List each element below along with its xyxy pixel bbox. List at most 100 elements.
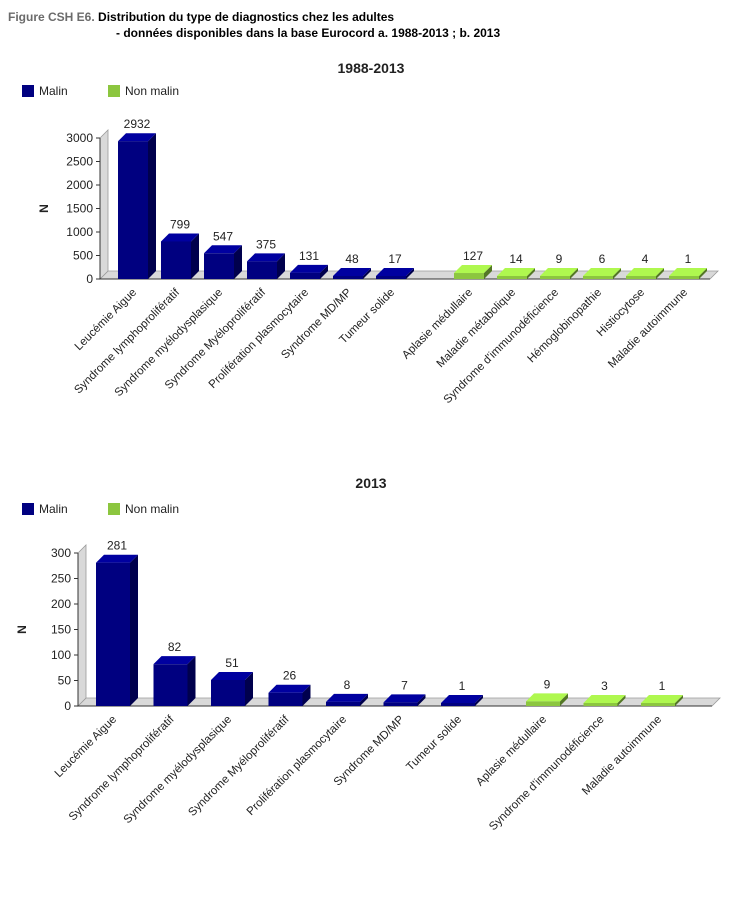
x-tick-label-tumeur-solide: Tumeur solide <box>404 714 464 774</box>
legend-label-non-malin: Non malin <box>125 502 179 516</box>
bar-syndrome-myeloproliferatif <box>247 253 285 279</box>
bar-front <box>626 276 656 279</box>
bar-front <box>497 276 527 279</box>
data-label-histiocytose: 4 <box>642 252 649 266</box>
bar-syndrome-lymphoproliferatif <box>161 233 199 279</box>
bar-side <box>320 264 328 279</box>
bar-side <box>191 233 199 279</box>
y-tick-label: 200 <box>51 597 71 611</box>
y-tick-label: 500 <box>73 249 93 263</box>
bar-top <box>268 684 311 693</box>
bar-front <box>669 276 699 279</box>
data-label-syndrome-md-mp: 48 <box>345 252 359 266</box>
bar-top <box>441 695 483 703</box>
bar-side <box>417 694 426 706</box>
bar-side <box>360 693 368 706</box>
bar-side <box>302 684 311 706</box>
bar-front <box>326 701 360 706</box>
x-tick-label-leucemie-aigue: Leucémie Aigue <box>53 714 119 780</box>
data-label-syndrome-md-mp: 7 <box>401 678 408 692</box>
bar-front <box>641 703 675 706</box>
bar-syndrome-lymphoproliferatif <box>153 656 196 706</box>
bar-top <box>290 264 328 273</box>
x-tick-label-hemoglobinopathie: Hémoglobinopathie <box>526 287 605 366</box>
bar-top <box>540 268 578 276</box>
y-tick-label: 1000 <box>66 225 93 239</box>
data-label-syndrome-myelodysplasique: 51 <box>225 656 239 670</box>
chart-1988-2013: 1988-2013 Malin Non malin 0 500 1000 1500 2000 2… <box>22 60 719 406</box>
data-label-proliferation-plasmocytaire: 131 <box>299 249 319 263</box>
x-tick-label-maladie-metabolique: Maladie métabolique <box>435 287 519 371</box>
data-label-tumeur-solide: 17 <box>388 252 402 266</box>
bar-front <box>268 692 303 706</box>
bar-side <box>560 693 568 706</box>
bar-top <box>161 233 199 242</box>
x-tick-label-aplasie-medullaire: Aplasie médullaire <box>400 287 475 362</box>
bar-side <box>406 268 414 279</box>
data-label-syndrome-myeloproliferatif: 375 <box>256 237 276 251</box>
y-tick-label: 2000 <box>66 178 93 192</box>
bar-top <box>383 694 426 703</box>
y-tick-label: 3000 <box>66 131 93 145</box>
bar-top <box>669 268 707 276</box>
plot-side-wall <box>77 544 87 707</box>
bar-top <box>153 656 196 665</box>
bar-histiocytose <box>626 268 664 279</box>
bar-side <box>484 265 492 279</box>
data-label-syndrome-lymphoproliferatif: 82 <box>168 640 182 654</box>
legend-label-malin: Malin <box>39 502 68 516</box>
bar-tumeur-solide <box>376 268 414 279</box>
chart-2013: 2013 Malin Non malin 0 50 100 150 200 250 300 N 281… <box>15 475 721 833</box>
bar-front <box>383 702 418 706</box>
bar-front <box>96 562 130 706</box>
bar-side <box>277 253 285 279</box>
bar-top <box>583 268 621 276</box>
bar-side <box>613 268 621 279</box>
bar-proliferation-plasmocytaire <box>290 264 328 279</box>
bar-side <box>148 133 156 279</box>
bar-front <box>526 701 560 706</box>
y-tick-label: 2500 <box>66 155 93 169</box>
bar-front <box>247 261 277 279</box>
plot-side-wall <box>99 129 109 280</box>
legend: Malin Non malin <box>22 502 179 516</box>
x-tick-label-syndrome-lymphoproliferatif: Syndrome lymphoprolifératif <box>67 713 177 823</box>
legend-label-malin: Malin <box>39 84 68 98</box>
bar-side <box>363 268 371 279</box>
bar-side <box>617 695 626 706</box>
bar-side <box>245 671 253 706</box>
bar-syndrome-md-mp <box>333 268 371 279</box>
y-axis-label: N <box>37 204 51 213</box>
data-label-syndrome-d-immunodeficience: 9 <box>556 252 563 266</box>
bar-aplasie-medullaire <box>526 693 568 706</box>
bar-syndrome-myeloproliferatif <box>268 684 311 706</box>
data-label-aplasie-medullaire: 127 <box>463 249 483 263</box>
bar-side <box>234 245 242 279</box>
data-label-tumeur-solide: 1 <box>459 679 466 693</box>
x-tick-label-proliferation-plasmocytaire: Prolifération plasmocytaire <box>245 714 349 818</box>
data-label-syndrome-myelodysplasique: 547 <box>213 229 233 243</box>
legend-swatch-non-malin <box>108 85 120 97</box>
legend-swatch-non-malin <box>108 503 120 515</box>
data-label-syndrome-d-immunodeficience: 3 <box>601 679 608 693</box>
bar-hemoglobinopathie <box>583 268 621 279</box>
y-tick-label: 250 <box>51 572 71 586</box>
y-tick-label: 300 <box>51 546 71 560</box>
bar-front <box>153 664 188 706</box>
figure-title-line1: Distribution du type de diagnostics chez… <box>98 10 395 24</box>
bar-top <box>326 693 368 702</box>
y-tick-label: 100 <box>51 648 71 662</box>
bar-top <box>497 268 535 276</box>
data-label-syndrome-myeloproliferatif: 26 <box>283 669 297 683</box>
bar-top <box>454 265 492 274</box>
bar-maladie-autoimmune <box>669 268 707 279</box>
bar-front <box>211 679 245 706</box>
figure-label: Figure CSH E6. <box>8 10 95 24</box>
bar-top <box>641 695 683 703</box>
bar-top <box>211 671 253 680</box>
data-label-hemoglobinopathie: 6 <box>599 252 606 266</box>
chart-title: 2013 <box>355 475 386 491</box>
y-tick-label: 150 <box>51 623 71 637</box>
bar-front <box>540 276 570 279</box>
bar-side <box>699 268 707 279</box>
